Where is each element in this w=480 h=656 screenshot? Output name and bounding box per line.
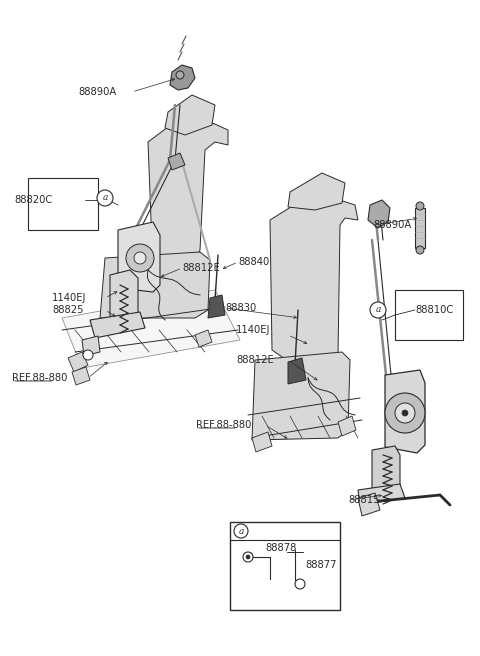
Circle shape [176,71,184,79]
Text: 88878: 88878 [265,543,296,553]
Polygon shape [252,432,272,452]
Circle shape [385,393,425,433]
Circle shape [97,190,113,206]
Polygon shape [110,270,138,325]
Text: 88820C: 88820C [14,195,52,205]
Text: REF.88-880: REF.88-880 [196,420,252,430]
Bar [230,522,340,610]
Text: 1140EJ: 1140EJ [52,293,86,303]
Polygon shape [270,192,358,372]
Polygon shape [165,95,215,135]
Text: 88830: 88830 [225,303,256,313]
Text: 88877: 88877 [305,560,336,570]
Text: 88812E: 88812E [236,355,274,365]
Text: REF.88-880: REF.88-880 [12,373,67,383]
Text: 88890A: 88890A [78,87,116,97]
Polygon shape [118,222,160,292]
Circle shape [246,555,250,559]
Polygon shape [82,336,100,356]
Circle shape [83,350,93,360]
Bar [28,178,98,230]
Text: 88812E: 88812E [182,263,220,273]
Circle shape [416,246,424,254]
Circle shape [243,552,253,562]
Circle shape [134,252,146,264]
Polygon shape [288,173,345,210]
Circle shape [295,579,305,589]
Polygon shape [385,370,425,453]
Polygon shape [372,446,400,495]
Polygon shape [90,312,145,338]
Polygon shape [168,153,185,170]
Text: 88810C: 88810C [415,305,453,315]
Polygon shape [288,358,306,384]
Text: a: a [375,306,381,314]
Circle shape [370,302,386,318]
Text: 88825: 88825 [52,305,84,315]
Polygon shape [338,416,356,436]
Polygon shape [62,290,240,368]
Circle shape [234,524,248,538]
Circle shape [395,403,415,423]
Polygon shape [368,200,390,228]
Polygon shape [100,252,210,318]
Polygon shape [208,295,225,318]
Bar [395,290,463,340]
Polygon shape [170,65,195,90]
Text: 88890A: 88890A [373,220,411,230]
Polygon shape [72,367,90,385]
Polygon shape [252,352,350,440]
Circle shape [402,410,408,416]
Polygon shape [195,330,212,347]
Polygon shape [148,112,228,270]
Polygon shape [68,352,88,372]
Circle shape [416,202,424,210]
Text: 88815: 88815 [348,495,380,505]
Text: 88840: 88840 [238,257,269,267]
Circle shape [126,244,154,272]
Bar [415,208,425,248]
Text: a: a [102,194,108,203]
Polygon shape [358,484,405,505]
Polygon shape [358,493,380,516]
Text: a: a [238,527,244,535]
Text: 1140EJ: 1140EJ [236,325,270,335]
